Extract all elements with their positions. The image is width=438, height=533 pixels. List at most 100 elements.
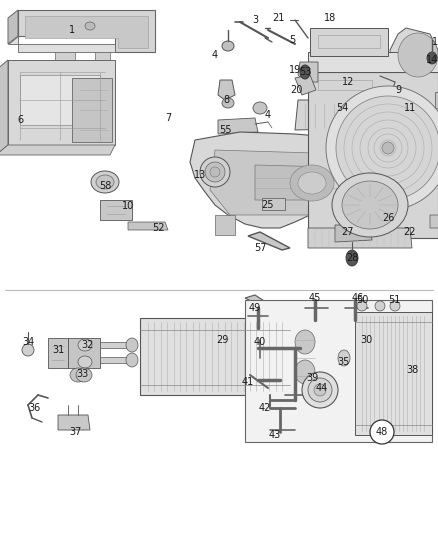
Text: 39: 39	[306, 373, 318, 383]
Polygon shape	[378, 218, 402, 238]
Text: 28: 28	[346, 253, 358, 263]
Polygon shape	[58, 415, 90, 430]
Polygon shape	[18, 10, 155, 52]
Polygon shape	[128, 222, 168, 230]
Text: 41: 41	[242, 377, 254, 387]
Polygon shape	[20, 75, 100, 125]
Ellipse shape	[210, 167, 220, 177]
Ellipse shape	[78, 356, 92, 368]
Ellipse shape	[78, 339, 92, 351]
Text: 4: 4	[212, 50, 218, 60]
Text: 33: 33	[76, 369, 88, 379]
Text: 18: 18	[324, 13, 336, 23]
Polygon shape	[8, 10, 18, 44]
Text: 11: 11	[404, 103, 416, 113]
Text: 42: 42	[259, 403, 271, 413]
Polygon shape	[0, 145, 115, 155]
Circle shape	[370, 420, 394, 444]
Ellipse shape	[290, 165, 334, 201]
Text: 53: 53	[299, 67, 311, 77]
Text: 51: 51	[388, 295, 400, 305]
Ellipse shape	[302, 372, 338, 408]
Polygon shape	[218, 80, 235, 100]
Text: 5: 5	[289, 35, 295, 45]
Ellipse shape	[332, 173, 408, 237]
Text: 26: 26	[382, 213, 394, 223]
Text: 12: 12	[342, 77, 354, 87]
Ellipse shape	[76, 368, 92, 382]
Text: 21: 21	[272, 13, 284, 23]
Text: 17: 17	[432, 37, 438, 47]
Polygon shape	[95, 52, 110, 60]
Text: 10: 10	[122, 201, 134, 211]
Ellipse shape	[336, 96, 438, 200]
Text: 49: 49	[249, 303, 261, 313]
Polygon shape	[308, 52, 438, 72]
Text: 22: 22	[404, 227, 416, 237]
Polygon shape	[210, 150, 390, 215]
Polygon shape	[435, 92, 438, 108]
Ellipse shape	[427, 52, 437, 64]
Ellipse shape	[253, 102, 267, 114]
Text: 55: 55	[219, 125, 231, 135]
Text: 27: 27	[342, 227, 354, 237]
Text: 43: 43	[269, 430, 281, 440]
Text: 25: 25	[262, 200, 274, 210]
Polygon shape	[8, 36, 115, 52]
Text: 29: 29	[216, 335, 228, 345]
Ellipse shape	[338, 350, 350, 366]
Polygon shape	[390, 28, 438, 80]
Ellipse shape	[398, 33, 438, 77]
Text: 13: 13	[194, 170, 206, 180]
Text: 46: 46	[352, 293, 364, 303]
Ellipse shape	[200, 157, 230, 187]
Ellipse shape	[342, 181, 398, 229]
Text: 7: 7	[165, 113, 171, 123]
Text: 52: 52	[152, 223, 164, 233]
Ellipse shape	[91, 171, 119, 193]
Polygon shape	[308, 228, 412, 248]
Text: 3: 3	[252, 15, 258, 25]
Text: 31: 31	[52, 345, 64, 355]
Ellipse shape	[308, 378, 332, 402]
Polygon shape	[218, 118, 258, 134]
Text: 8: 8	[223, 95, 229, 105]
Ellipse shape	[295, 360, 315, 384]
Polygon shape	[140, 318, 290, 395]
Polygon shape	[8, 60, 115, 145]
Polygon shape	[72, 78, 112, 142]
Polygon shape	[310, 72, 380, 98]
Ellipse shape	[300, 65, 310, 79]
Polygon shape	[295, 75, 316, 95]
Text: 19: 19	[289, 65, 301, 75]
Polygon shape	[310, 28, 388, 56]
Ellipse shape	[126, 353, 138, 367]
Polygon shape	[248, 232, 290, 250]
Text: 34: 34	[22, 337, 34, 347]
Text: 20: 20	[290, 85, 302, 95]
Text: 36: 36	[28, 403, 40, 413]
Polygon shape	[215, 215, 235, 235]
Ellipse shape	[126, 338, 138, 352]
Text: 58: 58	[99, 181, 111, 191]
Polygon shape	[245, 300, 432, 442]
Ellipse shape	[382, 142, 394, 154]
Ellipse shape	[314, 384, 326, 396]
Polygon shape	[355, 312, 432, 435]
Text: 6: 6	[17, 115, 23, 125]
Text: 38: 38	[406, 365, 418, 375]
Polygon shape	[335, 225, 372, 242]
Text: 9: 9	[395, 85, 401, 95]
Ellipse shape	[22, 344, 34, 356]
Polygon shape	[68, 338, 100, 368]
Ellipse shape	[375, 301, 385, 311]
Polygon shape	[245, 295, 275, 310]
Text: 50: 50	[356, 295, 368, 305]
Ellipse shape	[326, 86, 438, 210]
Text: 37: 37	[69, 427, 81, 437]
Text: 40: 40	[254, 337, 266, 347]
Text: 44: 44	[316, 383, 328, 393]
Ellipse shape	[222, 98, 234, 108]
Polygon shape	[48, 338, 68, 368]
Text: 30: 30	[360, 335, 372, 345]
